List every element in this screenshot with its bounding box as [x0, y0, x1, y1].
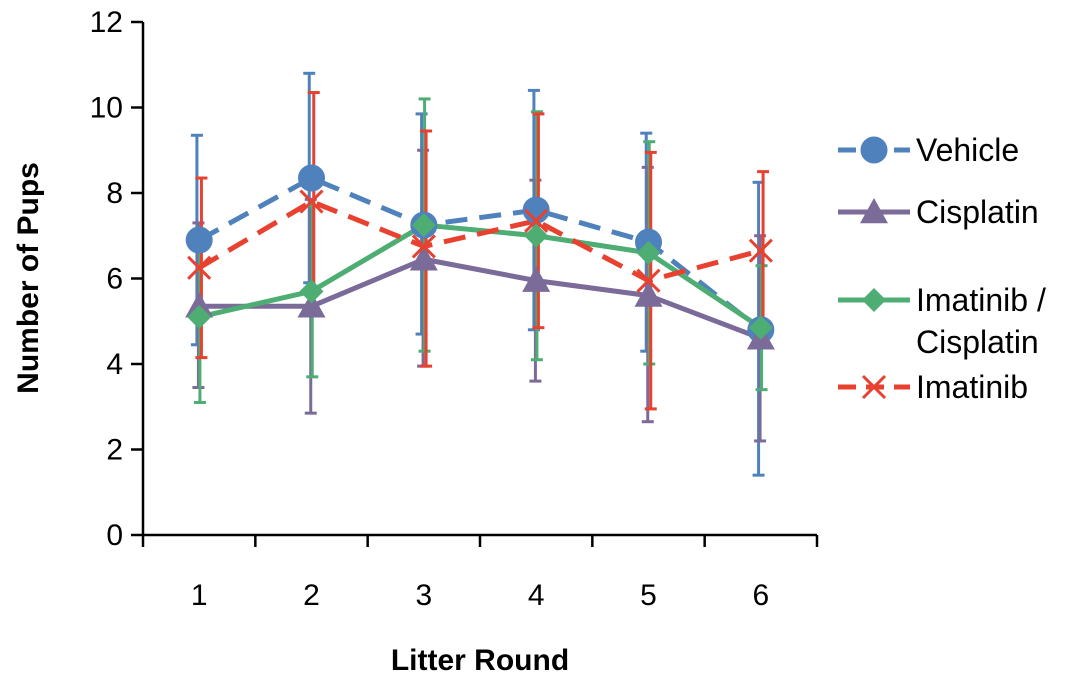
data-point: [748, 315, 773, 340]
legend-label: Imatinib: [916, 369, 1028, 405]
x-tick-label: 5: [640, 579, 657, 612]
x-axis-ticks: 1 2 3 4 5 6: [141, 535, 819, 612]
data-point: [185, 226, 213, 254]
legend-marker: [862, 288, 886, 312]
x-tick-label: 6: [752, 579, 769, 612]
y-axis-ticks: 0 2 4 6 8 10 12: [90, 6, 143, 552]
series-line: [197, 199, 762, 284]
legend-label: Vehicle: [916, 132, 1019, 168]
y-tick-label: 0: [106, 519, 123, 552]
legend-marker: [860, 136, 888, 164]
legend-marker: [861, 374, 887, 400]
data-point: [524, 208, 549, 233]
data-point: [522, 266, 551, 292]
y-axis-title: Number of Pups: [12, 162, 45, 394]
data-point: [187, 255, 212, 280]
data-point: [636, 268, 661, 293]
legend-marker: [860, 198, 888, 224]
y-tick-label: 4: [106, 348, 123, 381]
x-tick-label: 4: [528, 579, 545, 612]
data-point: [748, 238, 773, 263]
data-point: [636, 240, 661, 265]
x-axis-title: Litter Round: [391, 644, 569, 677]
y-tick-label: 10: [90, 92, 123, 125]
data-point: [187, 304, 212, 329]
data-point: [298, 164, 325, 192]
legend-label: Cisplatin: [916, 324, 1039, 360]
x-tick-label: 3: [415, 579, 432, 612]
x-tick-label: 2: [303, 579, 320, 612]
series-line: [198, 222, 763, 330]
y-tick-label: 2: [106, 434, 123, 467]
data-point: [299, 189, 324, 214]
data-point: [297, 292, 326, 318]
legend-label: Cisplatin: [916, 194, 1039, 230]
data-point: [634, 281, 663, 307]
x-tick-label: 1: [191, 579, 208, 612]
data-point: [524, 223, 549, 248]
data-point: [299, 279, 324, 304]
series-markers: [185, 164, 775, 350]
data-point: [411, 234, 436, 259]
data-point: [411, 213, 436, 238]
y-tick-label: 8: [106, 177, 123, 210]
y-tick-label: 6: [106, 263, 123, 296]
series-line: [199, 256, 762, 341]
legend-item: Imatinib: [838, 369, 1028, 405]
legend-item: Imatinib / Cisplatin: [838, 282, 1046, 360]
series-lines: [197, 175, 763, 341]
y-tick-label: 12: [90, 6, 123, 39]
data-point: [185, 292, 214, 318]
legend-item: Cisplatin: [838, 194, 1039, 230]
data-point: [522, 196, 550, 224]
series-line: [197, 175, 763, 332]
data-point: [409, 245, 438, 271]
legend-label: Imatinib /: [916, 282, 1046, 318]
legend-item: Vehicle: [838, 132, 1019, 168]
